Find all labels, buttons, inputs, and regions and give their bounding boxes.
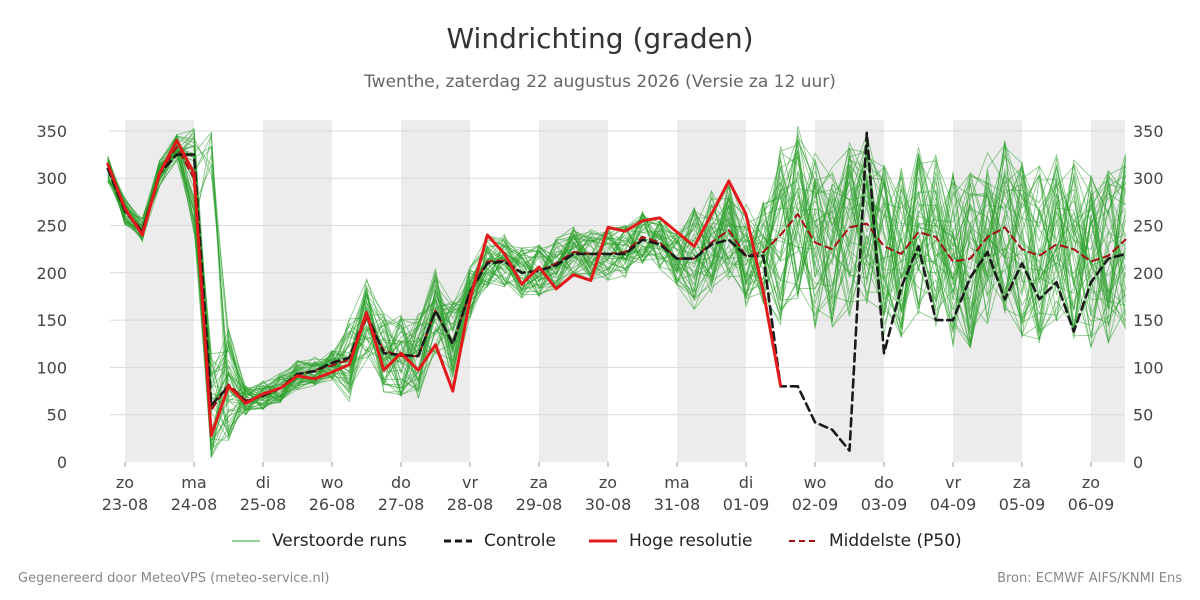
y-tick-right-300: 300 <box>1133 169 1164 188</box>
x-tick-date-10: 02-09 <box>792 495 839 514</box>
x-tick-day-9: di <box>739 473 754 492</box>
y-tick-left-150: 150 <box>36 311 67 330</box>
main-series <box>106 131 1127 452</box>
x-tick-date-4: 27-08 <box>378 495 425 514</box>
ensemble-member-46 <box>107 132 1126 408</box>
legend-label-median: Middelste (P50) <box>829 531 962 551</box>
legend-label-high-res: Hoge resolutie <box>629 531 753 551</box>
x-tick-date-8: 31-08 <box>654 495 701 514</box>
legend-item-high-res: Hoge resolutie <box>589 528 753 554</box>
ensemble-member-49 <box>107 147 1126 448</box>
x-tick-day-13: za <box>1013 473 1031 492</box>
x-tick-date-1: 24-08 <box>171 495 218 514</box>
x-tick-day-12: vr <box>945 473 961 492</box>
ensemble-member-29 <box>107 135 1126 424</box>
x-tick-day-5: vr <box>462 473 478 492</box>
y-tick-right-200: 200 <box>1133 264 1164 283</box>
x-tick-day-1: ma <box>181 473 206 492</box>
y-tick-left-350: 350 <box>36 122 67 141</box>
y-tick-right-50: 50 <box>1133 406 1153 425</box>
series-line-hoge-resolutie <box>106 138 782 437</box>
x-tick-day-14: zo <box>1082 473 1100 492</box>
legend-swatch-control <box>444 539 472 543</box>
x-tick-date-7: 30-08 <box>585 495 632 514</box>
axes: 0 0 50 50 100 100 150 150 200 200 250 250 300 300 350 3… <box>36 122 1163 514</box>
legend: Verstoorde runs Controle Hoge resolutie … <box>0 528 1200 554</box>
x-tick-date-14: 06-09 <box>1068 495 1115 514</box>
y-tick-left-0: 0 <box>57 453 67 472</box>
legend-item-ensemble: Verstoorde runs <box>232 528 407 554</box>
ensemble-member-35 <box>107 159 1126 411</box>
x-tick-date-6: 29-08 <box>516 495 563 514</box>
y-tick-left-250: 250 <box>36 217 67 236</box>
x-tick-day-4: do <box>391 473 411 492</box>
legend-label-control: Controle <box>484 531 556 551</box>
x-tick-date-3: 26-08 <box>309 495 356 514</box>
legend-swatch-ensemble <box>232 540 260 542</box>
y-tick-left-200: 200 <box>36 264 67 283</box>
legend-swatch-median <box>789 540 817 542</box>
legend-item-control: Controle <box>444 528 556 554</box>
ensemble-member-41 <box>107 151 1126 457</box>
x-tick-day-2: di <box>256 473 271 492</box>
y-tick-right-0: 0 <box>1133 453 1143 472</box>
ensemble-member-50 <box>107 156 1126 436</box>
chart-title: Windrichting (graden) <box>446 22 754 55</box>
x-tick-date-5: 28-08 <box>447 495 494 514</box>
x-tick-day-10: wo <box>804 473 827 492</box>
x-tick-day-8: ma <box>664 473 689 492</box>
legend-label-ensemble: Verstoorde runs <box>272 531 407 551</box>
ensemble-member-34 <box>107 133 1126 406</box>
ensemble-member-24 <box>107 140 1126 402</box>
footer-generated-by: Gegenereerd door MeteoVPS (meteo-service… <box>18 571 330 586</box>
chart-subtitle: Twenthe, zaterdag 22 augustus 2026 (Vers… <box>364 72 836 92</box>
x-tick-date-0: 23-08 <box>102 495 149 514</box>
x-tick-day-7: zo <box>599 473 617 492</box>
y-tick-right-100: 100 <box>1133 358 1164 377</box>
y-tick-left-50: 50 <box>47 406 67 425</box>
y-tick-left-100: 100 <box>36 358 67 377</box>
y-tick-right-250: 250 <box>1133 217 1164 236</box>
y-tick-right-350: 350 <box>1133 122 1164 141</box>
ensemble-member-48 <box>107 141 1126 451</box>
legend-item-median: Middelste (P50) <box>789 528 962 554</box>
x-tick-day-3: wo <box>321 473 344 492</box>
shaded-band-3 <box>539 120 608 462</box>
x-tick-date-2: 25-08 <box>240 495 287 514</box>
x-tick-day-0: zo <box>116 473 134 492</box>
x-tick-day-6: za <box>530 473 548 492</box>
x-tick-date-12: 04-09 <box>930 495 977 514</box>
x-tick-date-9: 01-09 <box>723 495 770 514</box>
legend-swatch-high-res <box>589 539 617 543</box>
y-tick-right-150: 150 <box>1133 311 1164 330</box>
x-tick-day-11: do <box>874 473 894 492</box>
x-tick-date-13: 05-09 <box>999 495 1046 514</box>
y-tick-left-300: 300 <box>36 169 67 188</box>
ensemble-member-17 <box>107 144 1126 410</box>
footer-source: Bron: ECMWF AIFS/KNMI Ens <box>997 571 1182 586</box>
x-tick-date-11: 03-09 <box>861 495 908 514</box>
shaded-band-1 <box>263 120 332 462</box>
weekend-shading <box>125 120 1125 462</box>
ensemble-member-43 <box>107 145 1126 442</box>
